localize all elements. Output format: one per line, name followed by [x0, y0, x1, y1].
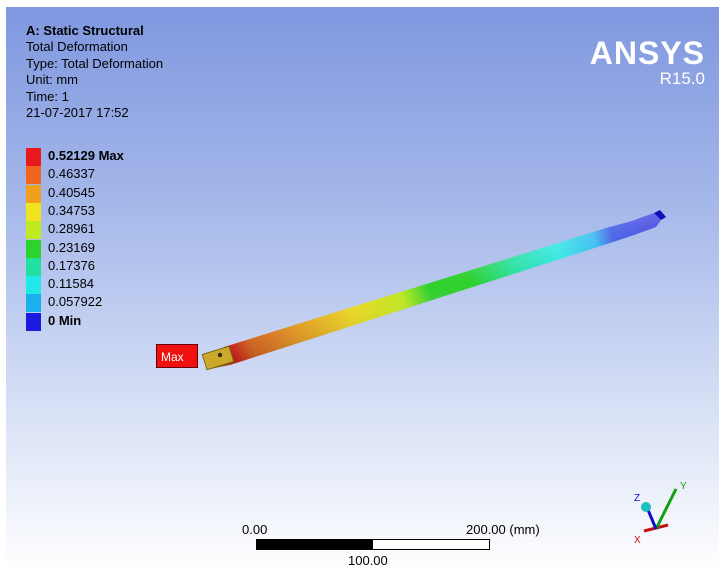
graphics-viewport[interactable]: A: Static Structural Total Deformation T…: [6, 7, 719, 572]
result-timestamp: 21-07-2017 17:52: [26, 105, 129, 121]
shaft-end-cap: [654, 210, 666, 220]
triad-origin-icon: [641, 502, 651, 512]
result-type: Type: Total Deformation: [26, 55, 164, 71]
shaft-grip-end: [201, 345, 235, 371]
legend-value: 0.34753: [48, 202, 95, 218]
triad-x-label: X: [634, 535, 641, 546]
scale-start-label: 0.00: [242, 522, 268, 537]
result-info: A: Static Structural Total Deformation T…: [26, 23, 163, 121]
logo-version: R15.0: [659, 69, 705, 88]
triad-z-label: Z: [634, 493, 640, 504]
legend-value: 0.11584: [48, 276, 95, 292]
legend-swatch: [26, 239, 41, 258]
max-probe-label[interactable]: Max: [156, 344, 198, 368]
scale-bar: 0.00 200.00 (mm) 100.00: [242, 522, 540, 568]
scale-ruler: [256, 539, 490, 550]
legend-value: 0.28961: [48, 221, 95, 237]
result-unit: Unit: mm: [26, 72, 78, 88]
shaft-grip-hole: [217, 352, 223, 358]
scale-end-label: 200.00 (mm): [466, 522, 540, 537]
legend-swatch: [26, 221, 41, 240]
result-name: Total Deformation: [26, 39, 128, 55]
coordinate-triad[interactable]: X Y Z: [604, 471, 704, 553]
legend-swatch: [26, 312, 41, 331]
result-time: Time: 1: [26, 88, 69, 104]
legend-swatch: [26, 166, 41, 185]
legend-swatch: [26, 184, 41, 203]
legend-swatch: [26, 294, 41, 313]
analysis-title: A: Static Structural: [26, 23, 144, 38]
logo-name: ANSYS: [589, 35, 705, 71]
triad-y-axis: [654, 488, 678, 530]
scale-mid-label: 100.00: [348, 553, 388, 568]
legend-swatch: [26, 276, 41, 295]
ansys-logo: ANSYS R15.0: [590, 37, 705, 89]
legend-value: 0.057922: [48, 294, 103, 310]
legend-value: 0.40545: [48, 184, 95, 200]
shaft-shading: [206, 213, 661, 369]
deformed-shaft-model[interactable]: [6, 7, 719, 572]
legend-swatch: [26, 202, 41, 221]
triad-y-label: Y: [680, 481, 687, 492]
legend-value: 0 Min: [48, 312, 82, 328]
legend-value: 0.23169: [48, 239, 95, 255]
legend-swatch: [26, 257, 41, 276]
legend-swatch: [26, 148, 41, 166]
legend-value: 0.52129 Max: [48, 148, 124, 163]
legend-value: 0.17376: [48, 257, 95, 273]
legend-value: 0.46337: [48, 166, 95, 182]
scale-ruler-filled: [257, 540, 373, 549]
